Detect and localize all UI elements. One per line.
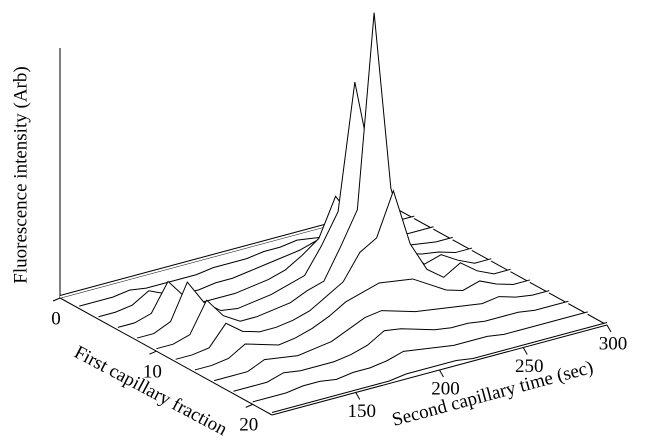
trace-line xyxy=(156,12,492,350)
occluder xyxy=(60,205,395,298)
y-tick xyxy=(52,297,61,302)
z-axis-label: Fluorescence intensity (Arb) xyxy=(10,66,31,283)
occluder xyxy=(272,322,607,415)
y-axis-label: First capillary fraction xyxy=(71,342,231,441)
x-tick-label: 250 xyxy=(515,356,544,377)
x-tick-label: 200 xyxy=(431,378,460,399)
y-tick xyxy=(149,350,157,355)
y-tick-label: 10 xyxy=(143,362,162,383)
x-tick-label: 150 xyxy=(348,401,377,422)
occluder xyxy=(252,311,588,405)
trace-line xyxy=(194,278,531,371)
trace-line xyxy=(214,290,550,382)
trace-line xyxy=(175,189,511,360)
trace-line xyxy=(233,300,569,392)
occluder xyxy=(137,82,473,341)
x-tick xyxy=(606,324,612,333)
y-tick-label: 0 xyxy=(51,308,61,329)
trace-line xyxy=(271,322,608,413)
x-tick-label: 300 xyxy=(599,333,628,354)
y-tick-label: 20 xyxy=(239,415,258,436)
y-tick xyxy=(245,403,253,408)
x-tick xyxy=(522,347,528,355)
occluder xyxy=(233,301,569,394)
trace-line xyxy=(252,311,588,403)
y-axis xyxy=(59,297,273,416)
x-tick xyxy=(439,369,444,378)
occluder xyxy=(117,196,453,330)
x-axis-label: Second capillary time (sec) xyxy=(390,357,596,431)
x-tick xyxy=(355,392,361,400)
